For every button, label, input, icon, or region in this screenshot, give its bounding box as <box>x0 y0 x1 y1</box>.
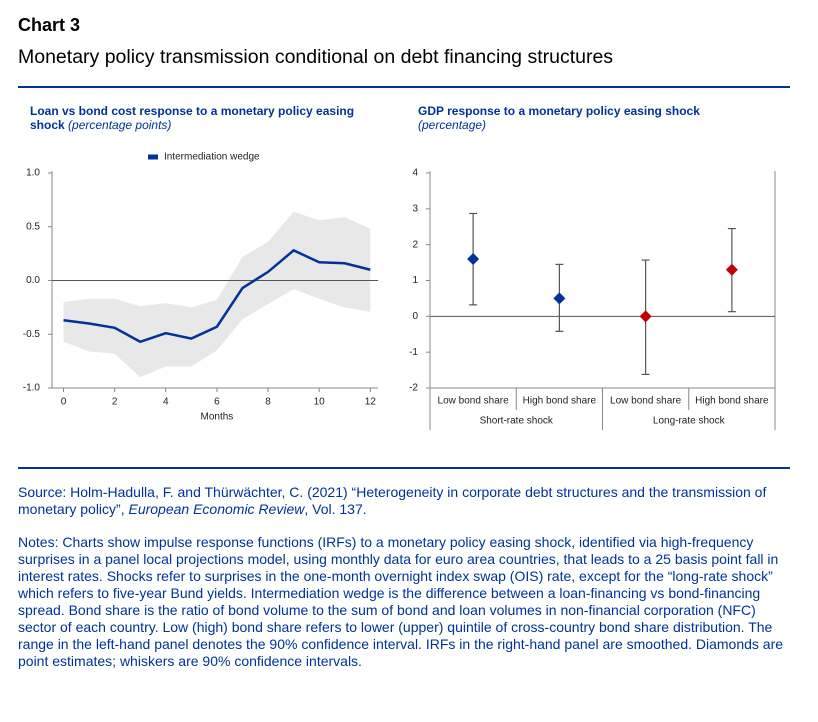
x-tick-label: 4 <box>163 397 169 408</box>
x-axis-label: Months <box>201 412 234 423</box>
source: Source: Holm-Hadulla, F. and Thürwächter… <box>18 484 793 518</box>
chart-title: Monetary policy transmission conditional… <box>18 46 614 68</box>
y-tick-label: -2 <box>409 383 418 394</box>
y-tick-label: 0.0 <box>26 275 40 286</box>
y-tick-label: -1.0 <box>23 383 41 394</box>
x-tick-label: High bond share <box>695 396 769 407</box>
y-tick-label: -1 <box>409 347 418 358</box>
y-tick-label: 2 <box>412 239 418 250</box>
group-label: Short-rate shock <box>480 416 554 427</box>
x-tick-label: 8 <box>265 397 271 408</box>
diamond <box>467 253 480 265</box>
y-tick-label: 0 <box>412 311 418 322</box>
panel-units: (percentage points) <box>68 118 172 132</box>
diamond <box>725 263 738 276</box>
chart-label: Chart 3 <box>18 15 81 35</box>
rule <box>18 467 790 469</box>
notes: Notes: Charts show impulse response func… <box>18 534 784 669</box>
x-tick-label: 6 <box>214 397 220 408</box>
x-tick-label: Low bond share <box>610 396 682 407</box>
rule <box>18 86 790 88</box>
y-tick-label: 0.5 <box>26 221 40 232</box>
x-tick-label: Low bond share <box>438 396 510 407</box>
legend-label: Intermediation wedge <box>164 152 260 163</box>
panel-title: Loan vs bond cost response to a monetary… <box>30 104 380 132</box>
x-tick-label: 0 <box>61 397 67 408</box>
line <box>63 248 371 344</box>
source-end: , Vol. 137. <box>304 501 367 517</box>
charts: -1.0-0.50.00.51.00 2 4 6 8 10 12MonthsIntermed… <box>23 152 776 430</box>
confidence-band <box>63 211 371 378</box>
x-tick-label: High bond share <box>523 396 597 407</box>
panel-title-text: Loan vs bond cost response to a monetary… <box>30 104 355 132</box>
x-tick-label: 12 <box>365 397 377 408</box>
diamond <box>553 292 566 305</box>
y-tick-label: 1 <box>412 275 418 286</box>
panel-title: GDP response to a monetary policy easing… <box>418 104 738 132</box>
x-tick-label: 10 <box>314 397 326 408</box>
legend-swatch <box>148 154 158 160</box>
panel-title-text: GDP response to a monetary policy easing… <box>418 104 700 118</box>
y-tick-label: -0.5 <box>23 329 41 340</box>
panel-units: (percentage) <box>418 118 487 132</box>
group-label: Long-rate shock <box>653 416 726 427</box>
diamond <box>639 310 652 323</box>
source-journal: European Economic Review <box>128 501 305 517</box>
source-text: Source: Holm-Hadulla, F. and Thürwächter… <box>18 484 767 517</box>
y-tick-label: 3 <box>412 203 418 214</box>
y-tick-label: 4 <box>412 168 418 179</box>
y-tick-label: 1.0 <box>26 168 40 179</box>
x-tick-label: 2 <box>112 397 118 408</box>
